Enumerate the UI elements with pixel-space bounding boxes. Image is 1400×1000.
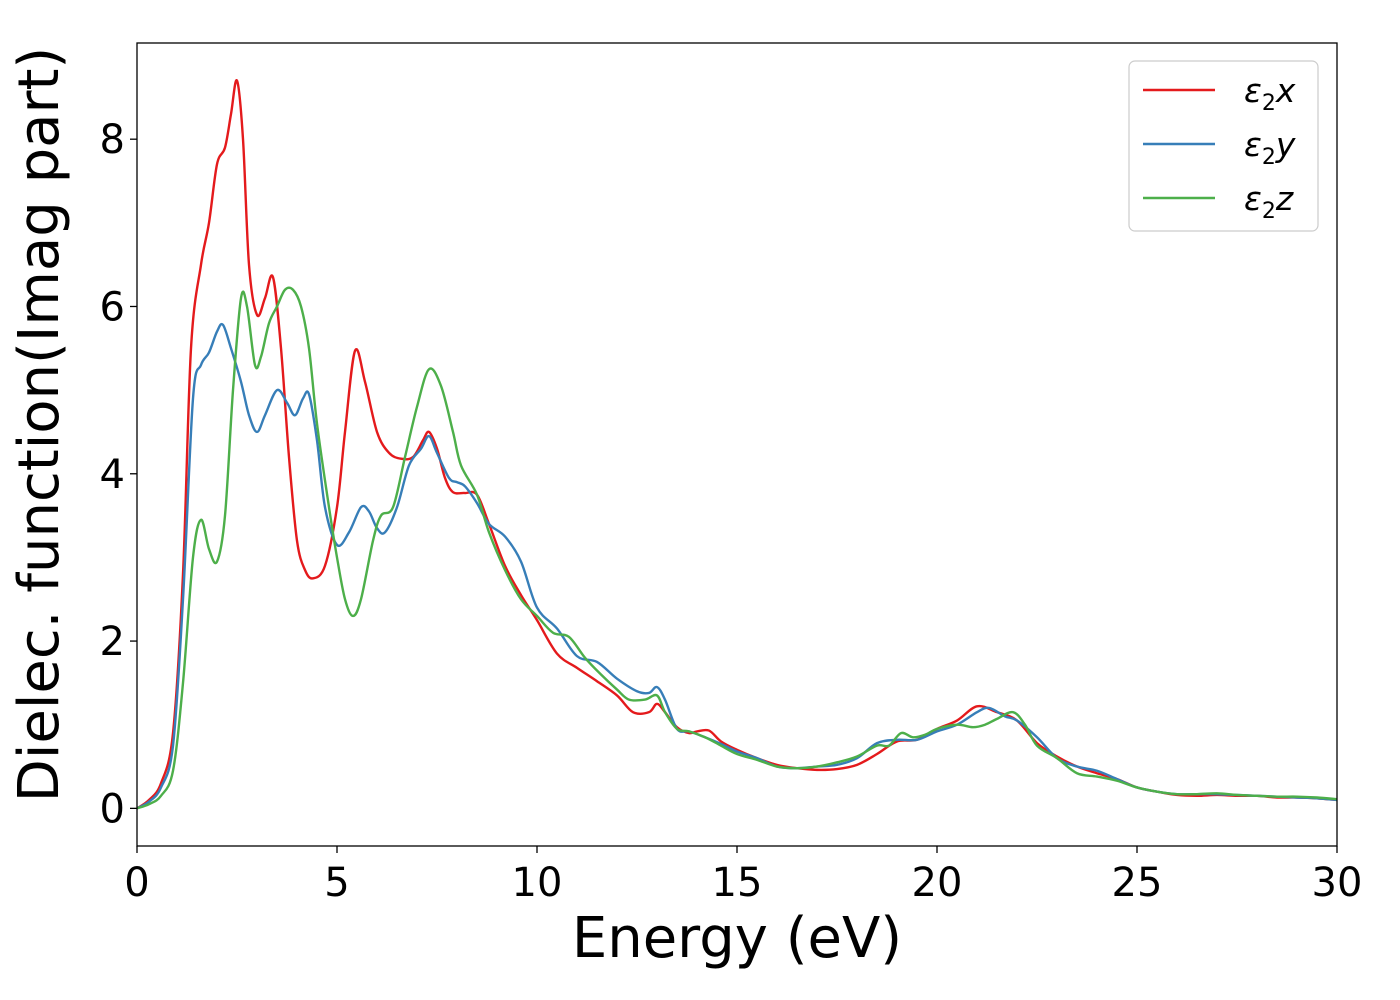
y-tick-label: 4 bbox=[100, 452, 125, 498]
x-tick-label: 30 bbox=[1312, 860, 1363, 906]
x-axis-title: Energy (eV) bbox=[572, 906, 902, 971]
x-tick-label: 20 bbox=[912, 860, 963, 906]
x-tick-label: 0 bbox=[124, 860, 149, 906]
x-tick-label: 5 bbox=[324, 860, 349, 906]
legend-box bbox=[1128, 60, 1319, 232]
x-tick-label: 15 bbox=[712, 860, 763, 906]
x-tick-label: 25 bbox=[1112, 860, 1163, 906]
legend-label-z: ε2z bbox=[1244, 179, 1294, 224]
series-line-y bbox=[137, 322, 1337, 810]
legend: ε2x ε2y ε2z bbox=[1128, 60, 1319, 232]
axes-ticks: 0 5 10 15 20 25 30 0 2 4 6 8 bbox=[100, 117, 1363, 906]
legend-label-x: ε2x bbox=[1244, 71, 1296, 116]
y-tick-label: 8 bbox=[100, 117, 125, 163]
y-tick-label: 0 bbox=[100, 786, 125, 832]
series-line-z bbox=[137, 286, 1337, 810]
y-tick-label: 6 bbox=[100, 284, 125, 330]
plot-lines bbox=[137, 79, 1337, 810]
y-tick-label: 2 bbox=[100, 619, 125, 665]
y-axis-title: Dielec. function(Imag part) bbox=[7, 47, 72, 803]
series-line-x bbox=[137, 79, 1337, 810]
x-tick-label: 10 bbox=[512, 860, 563, 906]
legend-label-y: ε2y bbox=[1244, 125, 1296, 170]
